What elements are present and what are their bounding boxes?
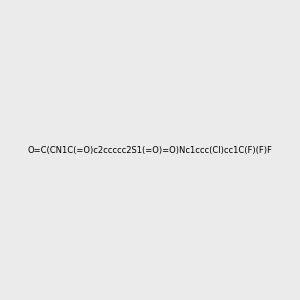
Text: O=C(CN1C(=O)c2ccccc2S1(=O)=O)Nc1ccc(Cl)cc1C(F)(F)F: O=C(CN1C(=O)c2ccccc2S1(=O)=O)Nc1ccc(Cl)c…	[28, 146, 272, 154]
